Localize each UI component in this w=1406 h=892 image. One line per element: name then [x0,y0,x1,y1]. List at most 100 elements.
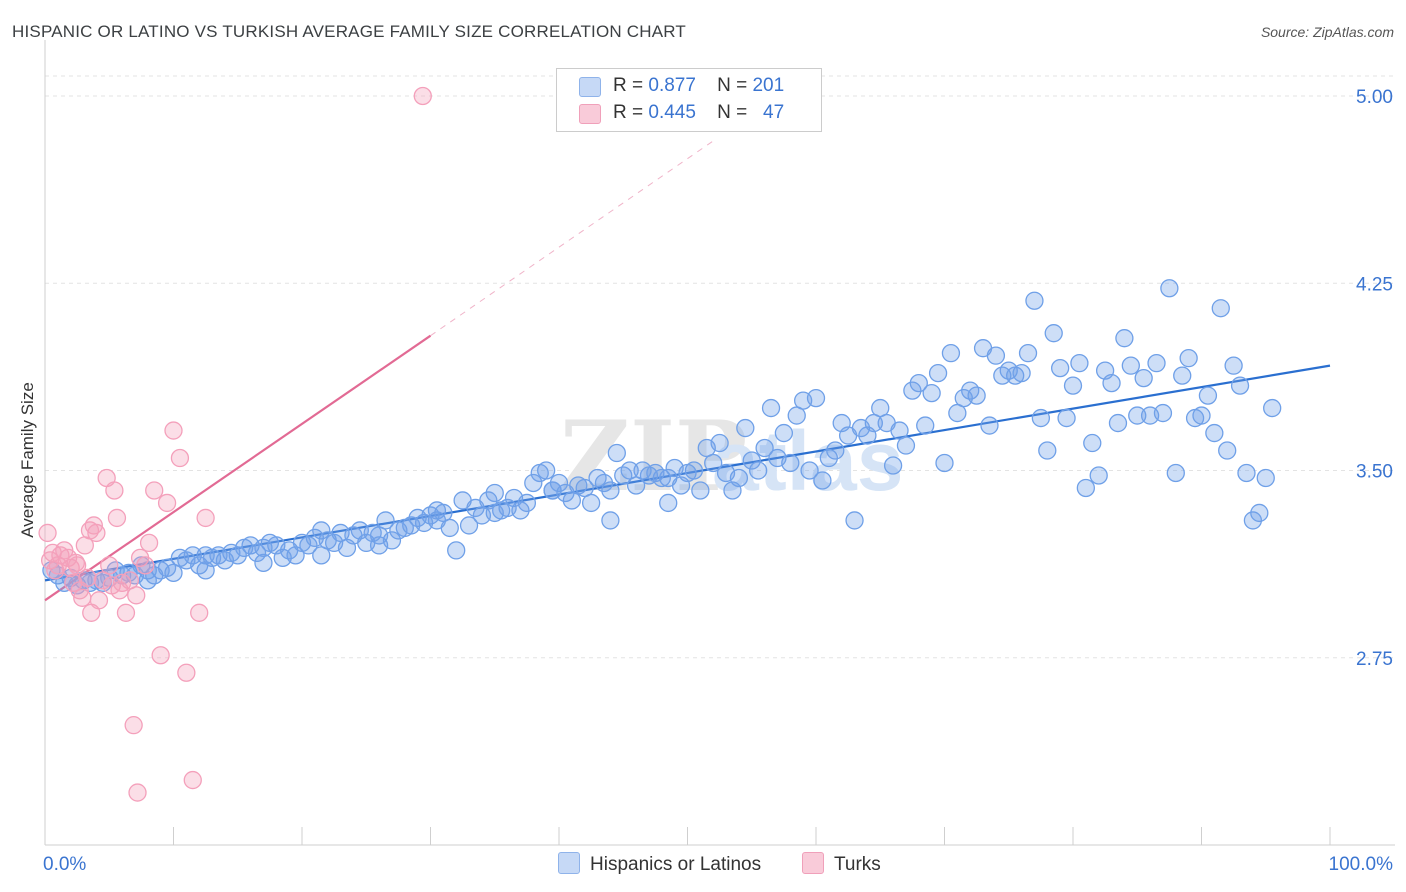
turk-point [128,783,147,802]
source-label: Source: ZipAtlas.com [1260,24,1394,40]
n-label: N = [717,75,748,96]
hispanic-point [813,471,832,490]
hispanic-point [980,416,999,435]
hispanic-point [967,386,986,405]
hispanic-point [1211,299,1230,318]
turk-point [164,421,183,440]
hispanic-point [524,473,543,493]
turk-point [139,533,159,553]
hispanic-point [1025,291,1044,310]
hispanic-point [652,468,671,488]
n-value: 201 [752,75,785,96]
hispanic-point [369,536,389,555]
turk-point [105,481,124,500]
hispanic-point [447,541,466,560]
hispanic-point [1051,358,1070,378]
legend-item-hispanics: Hispanics or Latinos [558,852,761,876]
legend-label: Turks [834,854,881,875]
hispanic-point [691,481,710,500]
turk-point [100,556,119,575]
hispanic-point [774,423,794,443]
turk-trend-extension [430,140,714,337]
y-tick-label: 3.50 [1356,462,1393,483]
hispanic-point [1044,324,1063,343]
hispanic-point [755,438,774,458]
hispanic-point [826,441,845,460]
hispanic-point [228,546,247,565]
turk-point [64,573,83,592]
r-label: R = [613,102,644,123]
hispanic-point [1134,368,1153,388]
hispanic-point [704,453,723,473]
hispanic-point [607,443,626,463]
hispanic-point [138,571,157,590]
hispanic-point [1263,398,1282,418]
hispanic-point [1018,344,1038,363]
hispanic-point [729,468,749,488]
turks-swatch [579,104,601,124]
hispanic-point [601,481,620,500]
hispanic-point [941,344,961,363]
hispanic-point [312,521,331,540]
hispanic-point [1121,356,1140,375]
turk-point [89,591,109,610]
n-value: 47 [763,102,785,123]
hispanic-point [761,398,781,418]
hispanic-point [781,453,800,473]
y-tick-label: 5.00 [1356,87,1393,108]
hispanic-point [254,553,273,573]
hispanic-point [581,493,601,513]
hispanic-point [299,536,318,555]
hispanic-point [459,516,479,535]
turk-trend-line [44,334,432,602]
hispanic-point [1230,376,1250,395]
turk-point [151,646,170,665]
hispanic-point [710,433,729,453]
hispanic-point [549,473,569,493]
hispanic-point [1153,403,1173,423]
hispanic-point [1192,406,1211,425]
hispanic-point [800,461,819,480]
hispanic-point [916,416,935,435]
turk-point [87,523,106,543]
hispanic-point [1166,463,1185,483]
hispanic-point [1063,376,1083,395]
hispanic-point [1083,433,1102,453]
data-points [38,86,1282,802]
turk-point [413,86,432,106]
hispanic-point [517,493,537,513]
hispanic-point [659,468,678,488]
hispanics-legend-swatch [558,852,580,874]
n-label: N = [717,102,748,123]
turk-point [190,603,209,622]
hispanic-point [742,451,761,470]
hispanic-point [922,383,941,403]
turk-point [127,586,146,605]
hispanic-point [594,473,614,493]
hispanic-point [537,461,556,480]
hispanic-point [883,456,903,475]
chart-title: HISPANIC OR LATINO VS TURKISH AVERAGE FA… [12,22,687,41]
turk-point [116,603,136,622]
hispanic-point [1224,356,1243,375]
hispanic-point [1108,413,1128,433]
hispanic-point [819,448,838,468]
hispanic-point [986,346,1006,365]
legend-label: Hispanics or Latinos [590,854,762,875]
x-tick-label-min: 0.0% [43,854,86,875]
stats-legend: R = 0.877 N = 201 R = 0.445 N = 47 [556,68,822,132]
hispanic-point [1147,353,1166,373]
hispanic-point [935,453,954,473]
turk-point [183,770,202,790]
hispanic-point [1115,329,1134,348]
hispanic-point [1070,353,1089,373]
hispanic-point [1012,363,1031,383]
y-tick-label: 4.25 [1356,274,1393,295]
hispanic-point [1198,386,1218,405]
hispanic-point [1076,478,1095,498]
hispanic-point [1243,511,1263,530]
hispanic-point [896,436,916,455]
hispanic-point [485,503,504,523]
hispanic-point [684,461,704,480]
r-value: 0.877 [648,75,696,96]
